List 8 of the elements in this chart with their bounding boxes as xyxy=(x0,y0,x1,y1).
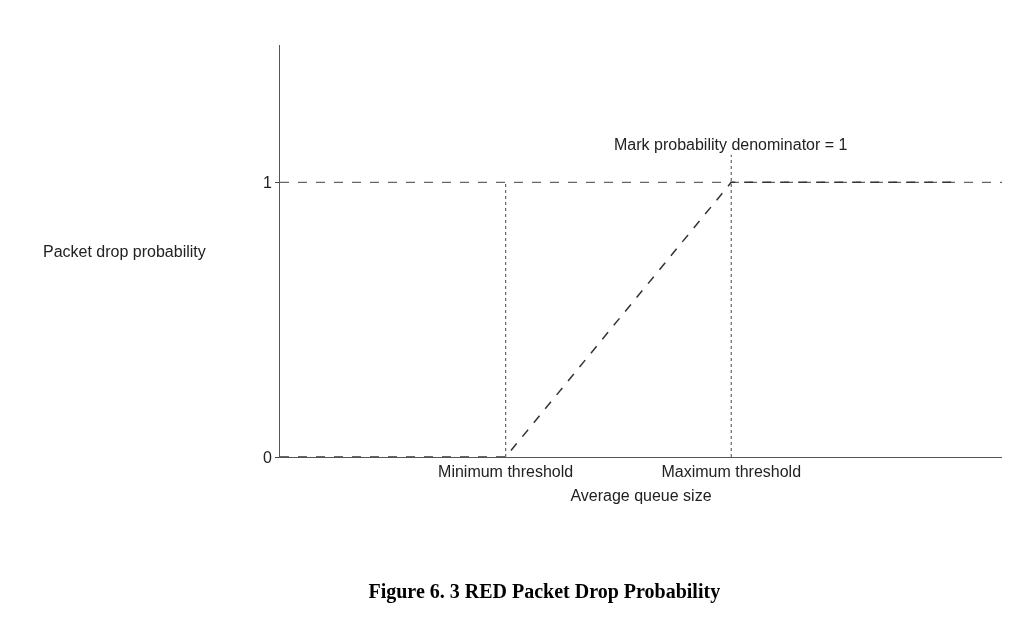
x-tick-label: Minimum threshold xyxy=(438,463,574,481)
ref-line-label: Mark probability denominator = 1 xyxy=(614,136,848,153)
y-tick-label: 1 xyxy=(262,173,272,191)
x-tick-label: Maximum threshold xyxy=(661,463,802,481)
y-tick-label: 0 xyxy=(262,448,272,466)
text: Figure 6. 3 RED Packet Drop Probability xyxy=(368,579,721,603)
x-axis-title: Average queue size xyxy=(570,486,712,504)
y-axis-title: Packet drop probability xyxy=(43,243,206,260)
